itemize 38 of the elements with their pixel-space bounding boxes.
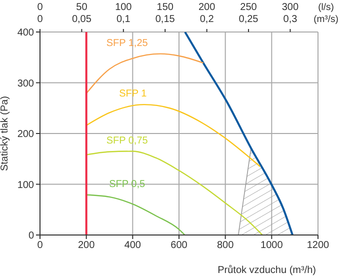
- x2-tick-label: 250: [240, 2, 258, 13]
- x-tick-label: 1200: [306, 240, 330, 252]
- line-series: [86, 150, 263, 235]
- text: (m³/s): [314, 14, 338, 25]
- x2-axis-title: (l/s): [318, 2, 334, 13]
- line-series: [86, 194, 186, 235]
- x2-tick-label: 300: [282, 2, 300, 13]
- x2-tick-label: 0: [37, 2, 44, 13]
- text: 0,1: [116, 14, 131, 25]
- x-tick-label: 200: [78, 240, 96, 252]
- series-label: SFP 1,25: [106, 38, 148, 49]
- x2-tick-label: 200: [198, 2, 216, 13]
- x2-tick-label: 100: [115, 2, 132, 13]
- series-label: SFP 0,5: [109, 178, 146, 190]
- x-tick-label: 1000: [260, 240, 284, 252]
- series-label: SFP 1: [119, 88, 148, 100]
- text: 0,05: [72, 14, 92, 25]
- x2-tick-label: 150: [156, 2, 174, 13]
- x-tick-label: 0: [37, 240, 44, 252]
- x-tick-label: 600: [170, 240, 188, 252]
- x-tick-label: 400: [124, 240, 142, 252]
- text: 0,2: [200, 14, 214, 25]
- x-axis-title: Průtok vzduchu (m³/h): [218, 264, 316, 276]
- text: 0,3: [283, 14, 298, 25]
- y-tick-label: 400: [17, 28, 34, 39]
- text: 0: [37, 14, 44, 25]
- text: 0,15: [155, 14, 176, 25]
- line-series: [184, 32, 294, 235]
- y-tick-label: 200: [17, 129, 34, 140]
- text: 0,25: [238, 14, 259, 25]
- line-series: [86, 104, 261, 168]
- y-tick-label: 300: [17, 78, 34, 90]
- y-tick-label: 100: [17, 180, 34, 191]
- series-label: SFP 0,75: [106, 135, 148, 146]
- x-tick-label: 800: [216, 240, 234, 252]
- y-axis-title: Statický tlak (Pa): [0, 96, 11, 172]
- y-tick-label: 0: [28, 230, 34, 242]
- x2-tick-label: 50: [76, 2, 88, 13]
